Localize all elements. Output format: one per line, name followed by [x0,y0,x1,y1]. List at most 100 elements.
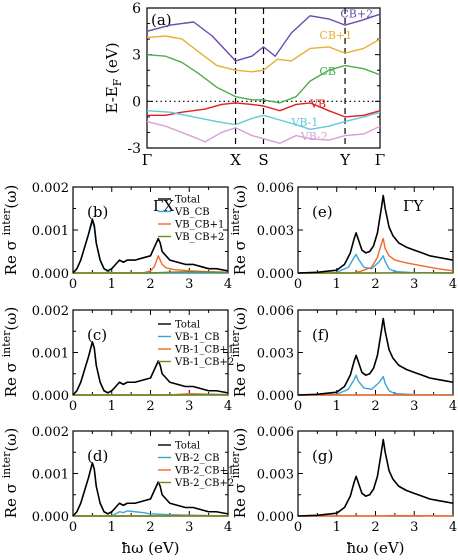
panel-f: 0 1 2 3 4 0.000 0.003 0.006 (f) [257,304,457,414]
xtick-label: 0 [69,399,77,414]
band-vb-1 [146,109,381,131]
ytick-label: 0.003 [257,347,294,362]
ytick-label: 0.000 [257,267,294,282]
series-total [297,194,454,274]
series-total [72,341,229,396]
band-ylabel: E-EF (eV) [103,42,124,113]
series-vb_cbplus1 [73,255,229,274]
xtick-label: 2 [371,520,379,535]
panel-e: 0 1 2 3 4 0.000 0.003 0.006 (e) ΓY [257,181,457,292]
xtick-label: 1 [333,277,341,292]
xtick-label: 3 [410,520,418,535]
ytick-label: 0.001 [32,468,69,483]
xtick-label: 1 [108,399,116,414]
xtick-label: 4 [449,277,457,292]
ytick-label: 0.003 [257,468,294,483]
ytick-label: 0.000 [32,389,69,404]
ytick-label: 0.002 [32,425,69,440]
band-vb [147,102,381,118]
series-total [72,462,229,517]
ytick-label: 3 [132,48,141,64]
xtick-label: 3 [185,399,193,414]
band-label: VB-1 [290,116,318,129]
legend-label: VB-1_CB+1 [174,345,234,356]
series-total [297,317,454,396]
x-axis-label: ħω (eV) [346,539,404,557]
xtick-label: 3 [185,277,193,292]
xtick-label: 3 [410,277,418,292]
right-ylabel: Re σ inter(ω) [229,185,249,276]
panel-label: (d) [87,447,108,465]
left-ylabel: Re σ inter(ω) [0,185,20,276]
ytick-label: 0.003 [257,224,294,239]
left-ylabel: Re σ inter(ω) [0,428,20,519]
right-ylabel: Re σ inter(ω) [229,428,249,519]
kpoint-label-1: X [230,151,241,169]
xtick-label: 1 [108,277,116,292]
series-vb_cb [297,253,454,274]
x-axis-label: ħω (eV) [121,539,179,557]
panel-label: (g) [312,447,333,465]
legend-label: Total [175,195,200,206]
series-vb_cb1 [298,237,454,274]
direction-label: ΓY [403,197,424,215]
panel-label: (f) [312,326,329,344]
band-label: VB-2 [300,130,328,143]
band-cb [146,53,381,104]
xtick-label: 0 [294,520,302,535]
band-label: VB [309,98,326,111]
band-label: CB [319,65,336,78]
ytick-label: 0.000 [32,510,69,525]
legend-label: Total [175,441,200,452]
panel-g: 0 1 2 3 4 0.000 0.003 0.006 (g) ħω (eV) [257,425,457,557]
xtick-label: 4 [224,277,232,292]
xtick-label: 2 [146,399,154,414]
kpoint-label-2: S [258,151,268,169]
ytick-label: 0.000 [32,267,69,282]
panel-label: (b) [87,203,108,221]
panel-label-a: (a) [151,11,172,29]
legend-label: VB-1_CB [174,332,220,343]
ytick-label: 0.002 [32,181,69,196]
legend-label: VB-2_CB+2 [174,478,234,489]
series-vb_cb [297,374,454,396]
ytick-label: 0.000 [257,389,294,404]
series-total [72,218,229,274]
xtick-label: 2 [371,277,379,292]
legend-label: VB_CB+1 [174,220,224,231]
xtick-label: 0 [69,277,77,292]
right-ylabel: Re σ inter(ω) [229,307,249,398]
legend-label: VB_CB [174,207,210,218]
ytick-label: 0.001 [32,347,69,362]
kpoint-label-4: Γ [375,151,385,169]
ytick-label: 0.006 [257,181,294,196]
band-label: CB+2 [340,7,373,20]
direction-label: ΓX [153,197,174,215]
band-cbplus1 [146,35,381,73]
xtick-label: 4 [449,399,457,414]
xtick-label: 2 [371,399,379,414]
series-vb_cbplus2 [73,271,229,274]
legend-label: VB-1_CB+2 [174,357,234,368]
xtick-label: 4 [449,520,457,535]
series-vb-2_cb [73,510,229,517]
xtick-label: 1 [333,399,341,414]
band-label: CB+1 [319,29,352,42]
xtick-label: 4 [224,520,232,535]
xtick-label: 0 [294,399,302,414]
xtick-label: 1 [108,520,116,535]
xtick-label: 0 [69,520,77,535]
kpoint-label-0: Γ [142,151,152,169]
ytick-label: 0 [132,94,141,110]
ytick-label: 0.006 [257,425,294,440]
legend-label: VB_CB+2 [174,232,224,243]
ytick-label: 0.002 [32,304,69,319]
axes-frame [297,430,454,517]
band-cbplus2 [146,13,381,62]
axes-frame [297,309,454,396]
xtick-label: 3 [410,399,418,414]
